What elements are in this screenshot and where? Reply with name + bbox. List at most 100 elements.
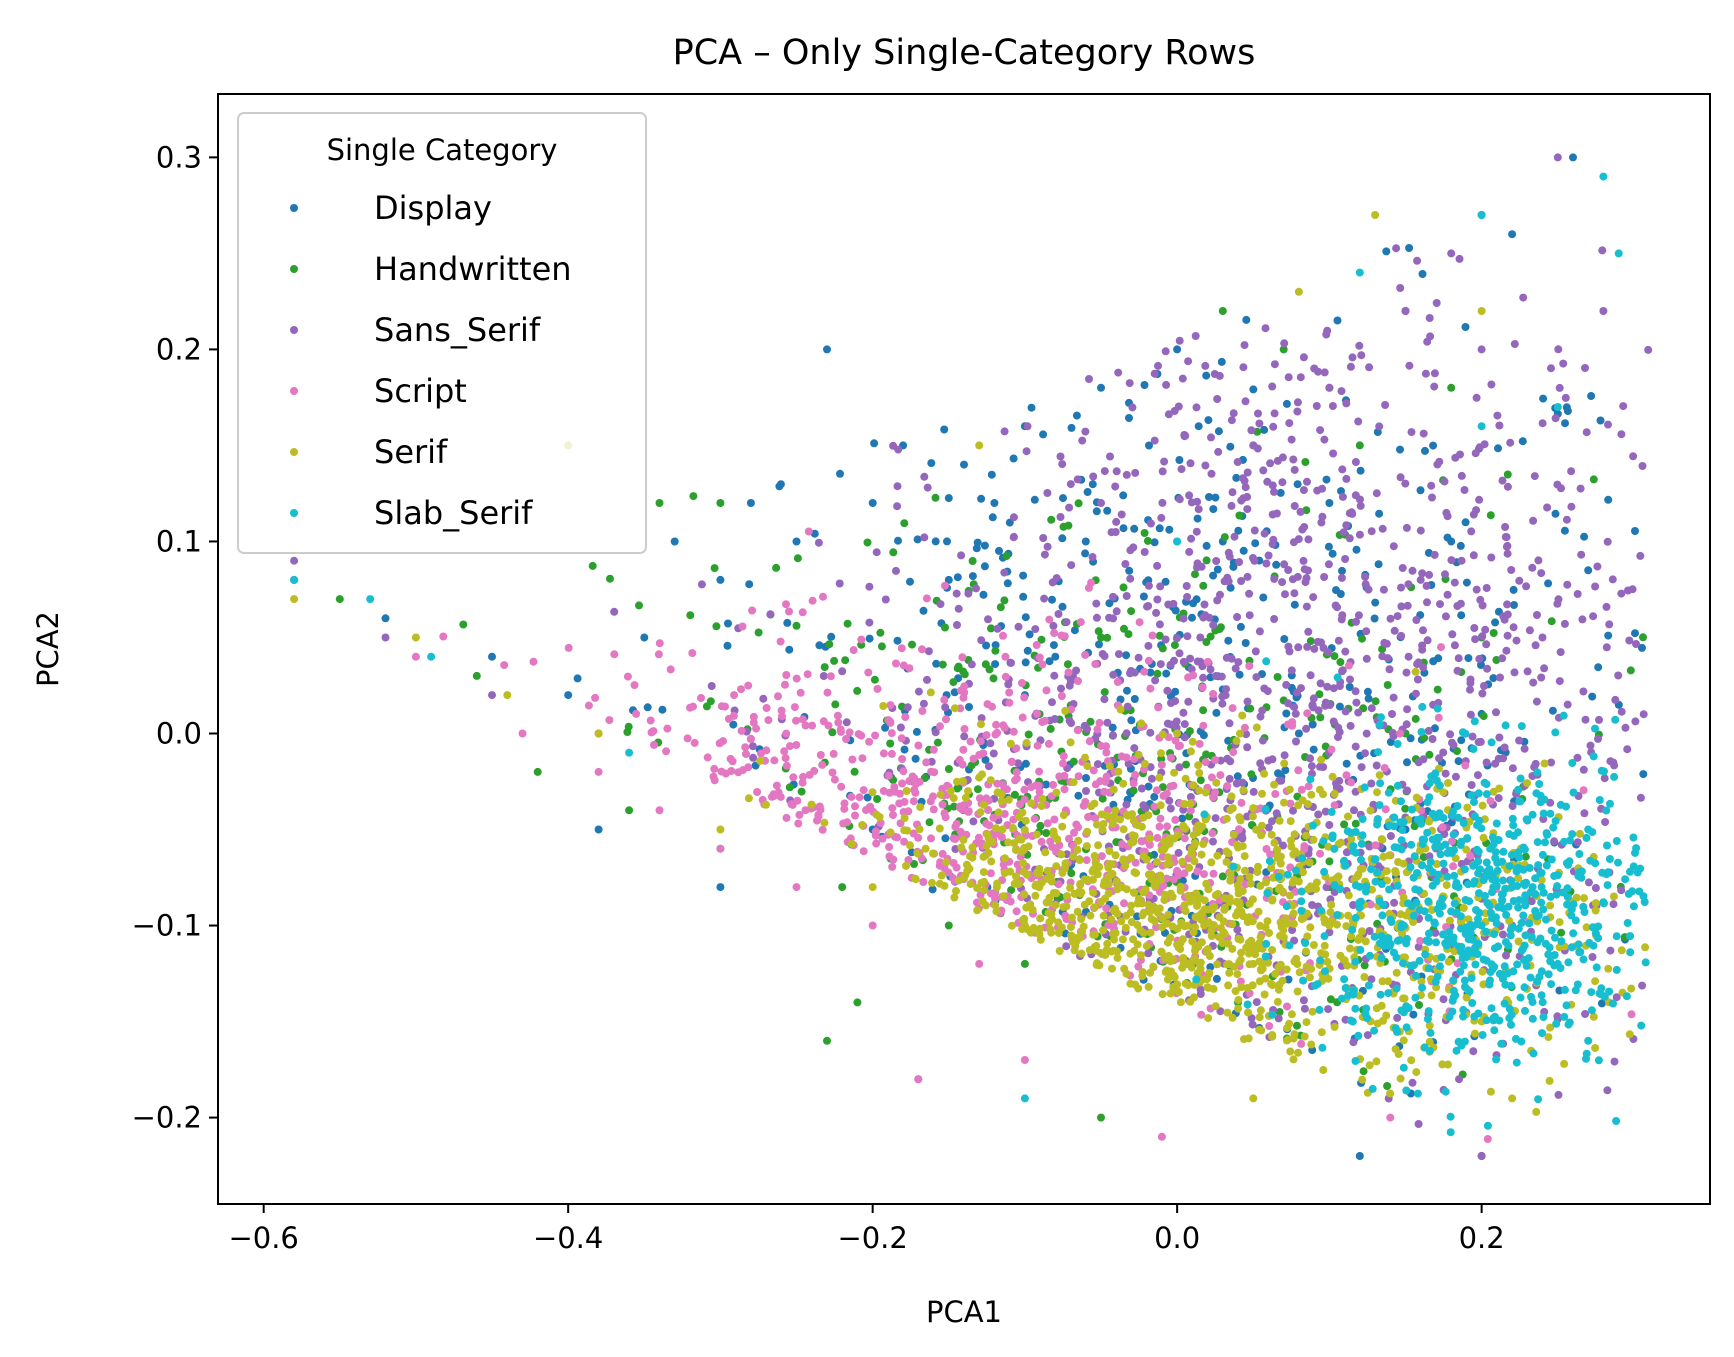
- data-point: [1170, 656, 1178, 665]
- data-point: [1560, 526, 1569, 535]
- data-point: [1245, 949, 1253, 958]
- data-point: [1268, 817, 1276, 826]
- data-point: [888, 862, 897, 871]
- data-point: [1357, 855, 1365, 864]
- data-point: [1212, 974, 1221, 983]
- data-point: [1057, 631, 1066, 640]
- data-point: [1117, 917, 1126, 926]
- data-point: [1360, 961, 1369, 970]
- data-point: [834, 718, 843, 727]
- data-point: [1142, 942, 1151, 951]
- data-point: [1443, 533, 1452, 542]
- data-point: [1230, 962, 1239, 971]
- data-point: [1097, 1113, 1105, 1122]
- data-point: [762, 704, 771, 712]
- data-point: [1337, 573, 1346, 582]
- data-point: [1167, 753, 1175, 762]
- data-point: [1564, 958, 1573, 967]
- data-point: [1092, 613, 1101, 622]
- data-point: [1175, 649, 1184, 658]
- data-point: [1081, 549, 1090, 558]
- legend-marker: [290, 204, 298, 212]
- data-point: [1356, 501, 1365, 510]
- data-point: [1098, 794, 1107, 803]
- data-point: [1322, 475, 1331, 484]
- data-point: [655, 639, 664, 648]
- data-point: [1188, 937, 1197, 946]
- data-point: [1048, 915, 1056, 924]
- data-point: [993, 624, 1002, 633]
- data-point: [1397, 602, 1406, 611]
- data-point: [1089, 888, 1098, 897]
- data-point: [1202, 541, 1211, 550]
- data-point: [1521, 901, 1530, 910]
- data-point: [1200, 600, 1209, 609]
- data-point: [1503, 600, 1512, 609]
- data-point: [792, 621, 801, 630]
- data-point: [1351, 957, 1360, 966]
- data-point: [853, 686, 862, 695]
- data-point: [1216, 771, 1225, 780]
- data-point: [1075, 932, 1084, 941]
- data-point: [1070, 828, 1078, 837]
- data-point: [1531, 890, 1540, 898]
- data-point: [1156, 801, 1165, 810]
- data-point: [1057, 692, 1066, 700]
- data-point: [1411, 667, 1420, 676]
- data-point: [1333, 911, 1342, 919]
- data-point: [1626, 932, 1635, 941]
- data-point: [1254, 409, 1262, 418]
- data-point: [1058, 460, 1067, 469]
- data-point: [1531, 641, 1540, 650]
- data-point: [1412, 1068, 1421, 1077]
- data-point: [1305, 973, 1314, 982]
- data-point: [944, 868, 953, 877]
- data-point: [1631, 527, 1639, 535]
- data-point: [1000, 596, 1009, 605]
- data-point: [1157, 947, 1166, 956]
- data-point: [594, 767, 603, 776]
- data-point: [381, 614, 390, 623]
- data-point: [1632, 844, 1641, 853]
- data-point: [1273, 845, 1282, 854]
- data-point: [1078, 436, 1087, 445]
- data-point: [1603, 537, 1612, 546]
- data-point: [1472, 585, 1481, 594]
- data-point: [1324, 560, 1333, 569]
- data-point: [1302, 1018, 1311, 1027]
- data-point: [1127, 607, 1136, 616]
- data-point: [1415, 1001, 1423, 1009]
- data-point: [1479, 980, 1488, 989]
- data-point: [782, 671, 791, 679]
- data-point: [1227, 654, 1236, 663]
- data-point: [1424, 913, 1433, 922]
- data-point: [1482, 790, 1491, 799]
- data-point: [1229, 862, 1238, 871]
- data-point: [1119, 855, 1128, 864]
- data-point: [1020, 1094, 1029, 1103]
- data-point: [1644, 345, 1653, 354]
- data-point: [1018, 916, 1027, 925]
- data-point: [1262, 939, 1271, 948]
- data-point: [858, 754, 867, 763]
- data-point: [1066, 738, 1075, 747]
- data-point: [1357, 839, 1366, 848]
- data-point: [573, 674, 582, 683]
- data-point: [1229, 830, 1238, 839]
- data-point: [1537, 673, 1546, 682]
- data-point: [1093, 725, 1102, 734]
- data-point: [1610, 1057, 1619, 1066]
- data-point: [610, 650, 619, 659]
- data-point: [1446, 1112, 1455, 1121]
- data-point: [1409, 911, 1418, 920]
- data-point: [1451, 453, 1460, 462]
- data-point: [1051, 652, 1060, 661]
- data-point: [1050, 671, 1059, 680]
- data-point: [807, 800, 816, 809]
- data-point: [1186, 459, 1195, 468]
- data-point: [1045, 615, 1054, 624]
- data-point: [1264, 823, 1273, 832]
- data-point: [1636, 551, 1645, 560]
- data-point: [1503, 470, 1512, 479]
- data-point: [1477, 307, 1486, 315]
